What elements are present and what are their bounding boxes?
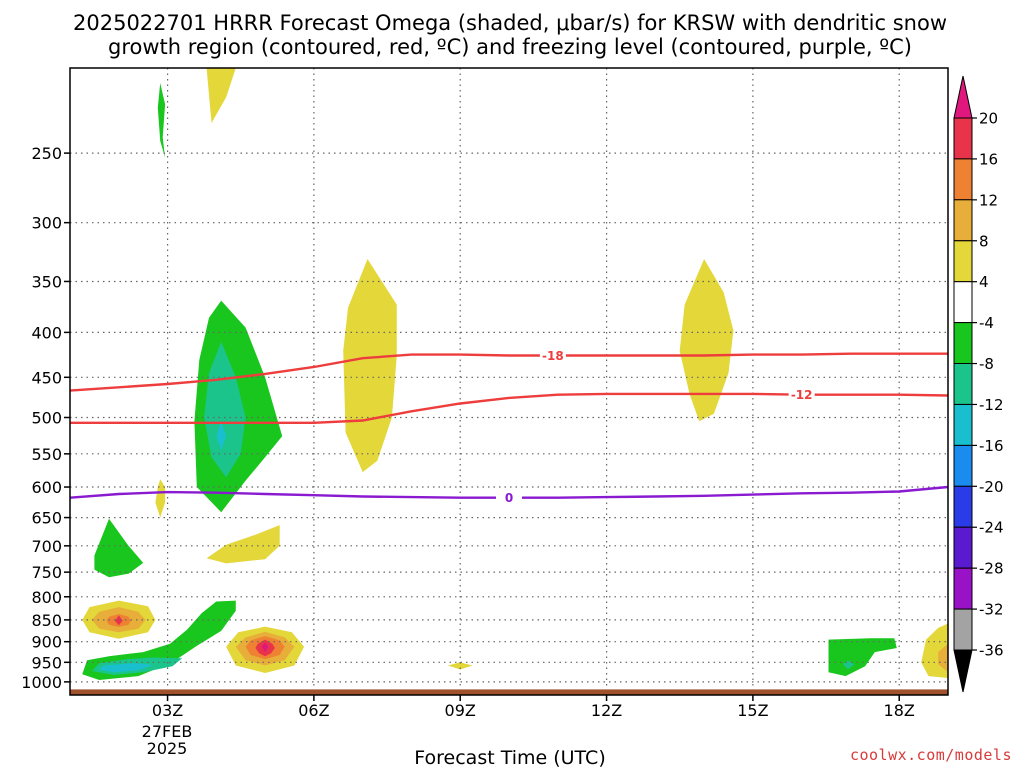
x-tick-label-09Z: 09Z xyxy=(445,701,476,720)
contour-label-bg-0 xyxy=(539,348,566,363)
colorbar-bin-1 xyxy=(953,158,973,201)
contour-label-2: 0 xyxy=(505,491,513,505)
omega-region-7 xyxy=(155,479,166,518)
y-tick-label-600: 600 xyxy=(31,478,62,497)
colorbar-label-2: 12 xyxy=(979,191,998,209)
colorbar-bin-11 xyxy=(953,567,973,610)
y-tick-label-850: 850 xyxy=(31,611,62,630)
colorbar-label-13: -36 xyxy=(979,642,1004,660)
colorbar-label-8: -16 xyxy=(979,437,1004,455)
chart-title-line-2: growth region (contoured, red, ºC) and f… xyxy=(108,35,912,59)
y-tick-label-900: 900 xyxy=(31,633,62,652)
colorbar-label-5: -4 xyxy=(979,314,994,332)
omega-region-8 xyxy=(206,525,280,564)
contour-label-bg-1 xyxy=(788,387,815,402)
y-tick-label-750: 750 xyxy=(31,563,62,582)
omega-region-16 xyxy=(99,663,153,673)
omega-region-1 xyxy=(157,83,166,158)
omega-region-6 xyxy=(216,421,227,451)
x-axis-time: 27FEB 2025 Forecast Time (UTC) 03Z 06Z 09Z… xyxy=(142,695,915,768)
y-tick-label-500: 500 xyxy=(31,408,62,427)
x-tick-label-12Z: 12Z xyxy=(591,701,622,720)
omega-region-22 xyxy=(448,662,473,670)
y-tick-label-800: 800 xyxy=(31,588,62,607)
y-tick-label-300: 300 xyxy=(31,214,62,233)
y-tick-label-450: 450 xyxy=(31,368,62,387)
colorbar-label-6: -8 xyxy=(979,355,994,373)
y-tick-label-350: 350 xyxy=(31,272,62,291)
colorbar-bin-4 xyxy=(953,281,973,324)
ground-surface xyxy=(70,689,948,695)
site-credit: coolwx.com/models xyxy=(849,746,1012,764)
colorbar-label-12: -32 xyxy=(979,601,1004,619)
colorbar-bin-9 xyxy=(953,485,973,528)
chart-title-line-1: 2025022701 HRRR Forecast Omega (shaded, … xyxy=(73,11,947,35)
colorbar-top-arrow xyxy=(953,75,973,119)
omega-region-21 xyxy=(261,642,269,652)
y-tick-label-250: 250 xyxy=(31,144,62,163)
colorbar-label-4: 4 xyxy=(979,273,989,291)
x-tick-label-06Z: 06Z xyxy=(298,701,329,720)
colorbar-label-7: -12 xyxy=(979,396,1004,414)
colorbar-bin-3 xyxy=(953,240,973,283)
y-tick-label-400: 400 xyxy=(31,323,62,342)
omega-region-13 xyxy=(114,615,123,626)
date-label-year: 2025 xyxy=(147,739,188,758)
y-axis-pressure: 250 300 350 400 450 500 550 600 650 700 750 800 850 9… xyxy=(21,144,70,692)
colorbar-label-10: -24 xyxy=(979,519,1004,537)
colorbar-label-11: -28 xyxy=(979,560,1004,578)
colorbar-bin-2 xyxy=(953,199,973,242)
x-tick-label-03Z: 03Z xyxy=(152,701,183,720)
contour-label-0: -18 xyxy=(542,349,564,363)
gridlines xyxy=(70,68,948,695)
colorbar-bin-7 xyxy=(953,404,973,446)
omega-region-5 xyxy=(204,341,246,478)
colorbar-bin-5 xyxy=(953,322,973,365)
x-tick-label-18Z: 18Z xyxy=(884,701,915,720)
omega-region-9 xyxy=(94,518,144,578)
colorbar-label-0: 20 xyxy=(979,110,998,128)
omega-region-26 xyxy=(938,643,948,673)
colorbar-label-3: 8 xyxy=(979,232,989,250)
colorbar-bin-8 xyxy=(953,444,973,487)
colorbar-bin-6 xyxy=(953,363,973,405)
colorbar-bin-10 xyxy=(953,526,973,569)
date-label-day: 27FEB xyxy=(142,722,193,741)
y-tick-label-550: 550 xyxy=(31,445,62,464)
omega-region-2 xyxy=(343,259,397,473)
colorbar-label-9: -20 xyxy=(979,478,1004,496)
colorbar-label-1: 16 xyxy=(979,150,998,168)
omega-region-3 xyxy=(679,259,734,422)
contour-label-1: -12 xyxy=(791,388,813,402)
plot-area: -18 -12 0 xyxy=(69,67,949,696)
y-tick-label-950: 950 xyxy=(31,653,62,672)
y-tick-label-650: 650 xyxy=(31,509,62,528)
omega-region-0 xyxy=(206,68,236,123)
y-tick-label-700: 700 xyxy=(31,537,62,556)
colorbar-bin-0 xyxy=(953,117,973,160)
x-tick-label-15Z: 15Z xyxy=(737,701,768,720)
y-tick-label-1000: 1000 xyxy=(21,673,62,692)
colorbar-bin-12 xyxy=(953,608,973,651)
omega-colorbar: 20 16 12 8 4 -4 -8 -12 -16 -20 -24 -28 -32 -36 xyxy=(953,75,1004,693)
colorbar-bottom-arrow xyxy=(953,649,973,693)
x-axis-title: Forecast Time (UTC) xyxy=(414,747,605,768)
contour-line-0 xyxy=(69,352,948,392)
temperature-contours: -18 -12 0 xyxy=(69,348,949,505)
contour-label-bg-2 xyxy=(496,490,522,505)
plot-frame xyxy=(69,67,949,696)
